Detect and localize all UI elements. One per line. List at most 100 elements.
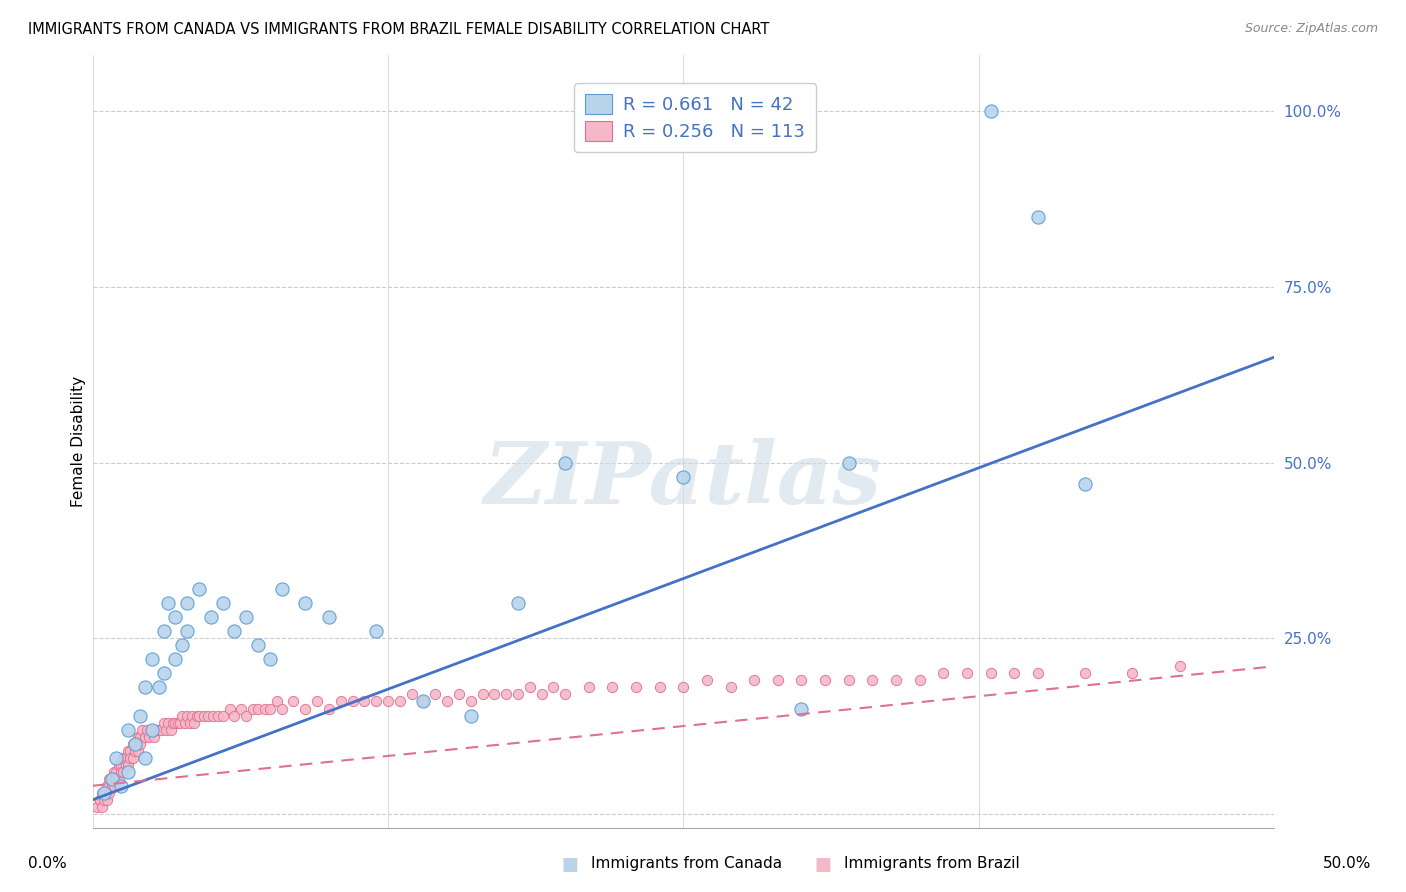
Point [578,681,600,695]
Legend: R = 0.661   N = 42, R = 0.256   N = 113: R = 0.661 N = 42, R = 0.256 N = 113 [574,84,815,153]
Point [93,786,115,800]
Point [105,764,128,779]
Point [86,800,108,814]
Point [270,701,292,715]
Point [183,715,205,730]
Point [169,715,191,730]
Point [1074,666,1097,681]
Point [145,723,167,737]
Point [100,779,122,793]
Point [176,596,198,610]
Point [242,701,264,715]
Point [979,104,1001,119]
Point [471,688,494,702]
Point [128,737,150,751]
Point [121,737,143,751]
Point [235,708,257,723]
Point [143,730,166,744]
Text: ▪: ▪ [813,849,832,878]
Point [172,708,194,723]
Point [790,701,813,715]
Point [124,737,146,751]
Point [138,730,160,744]
Point [103,779,125,793]
Point [98,786,121,800]
Point [159,723,181,737]
Point [231,701,253,715]
Point [460,708,482,723]
Point [624,681,647,695]
Point [105,750,128,764]
Point [860,673,883,688]
Point [105,772,128,786]
Point [128,730,150,744]
Point [495,688,517,702]
Point [543,681,565,695]
Point [247,701,270,715]
Point [1026,210,1049,224]
Point [120,744,142,758]
Point [107,757,129,772]
Point [211,708,233,723]
Point [89,793,111,807]
Point [121,750,143,764]
Point [1074,476,1097,491]
Point [131,723,153,737]
Point [202,708,225,723]
Point [254,701,277,715]
Point [366,624,388,639]
Point [790,673,813,688]
Text: 0.0%: 0.0% [28,856,67,871]
Point [342,694,364,708]
Point [838,673,860,688]
Point [141,723,163,737]
Text: IMMIGRANTS FROM CANADA VS IMMIGRANTS FROM BRAZIL FEMALE DISABILITY CORRELATION C: IMMIGRANTS FROM CANADA VS IMMIGRANTS FRO… [28,22,769,37]
Point [172,638,194,652]
Point [141,723,163,737]
Point [742,673,765,688]
Point [155,723,177,737]
Text: ZIPatlas: ZIPatlas [484,439,883,522]
Point [436,694,458,708]
Point [114,750,136,764]
Point [176,708,198,723]
Point [259,652,281,666]
Point [530,688,553,702]
Point [259,701,281,715]
Point [148,723,170,737]
Point [838,456,860,470]
Point [186,708,208,723]
Point [91,800,114,814]
Point [180,708,202,723]
Point [648,681,671,695]
Point [270,582,292,596]
Point [329,694,352,708]
Point [425,688,447,702]
Point [197,708,219,723]
Point [173,715,195,730]
Point [134,730,156,744]
Point [134,750,156,764]
Point [388,694,411,708]
Point [460,694,482,708]
Point [120,750,142,764]
Point [165,652,187,666]
Point [814,673,837,688]
Point [353,694,375,708]
Point [114,757,136,772]
Text: Source: ZipAtlas.com: Source: ZipAtlas.com [1244,22,1378,36]
Point [127,730,149,744]
Point [100,772,122,786]
Text: 50.0%: 50.0% [1323,856,1371,871]
Point [124,744,146,758]
Point [141,652,163,666]
Point [294,596,316,610]
Point [932,666,955,681]
Point [112,764,135,779]
Text: Immigrants from Brazil: Immigrants from Brazil [844,856,1019,871]
Point [506,688,529,702]
Point [117,757,139,772]
Point [979,666,1001,681]
Point [176,624,198,639]
Point [211,596,233,610]
